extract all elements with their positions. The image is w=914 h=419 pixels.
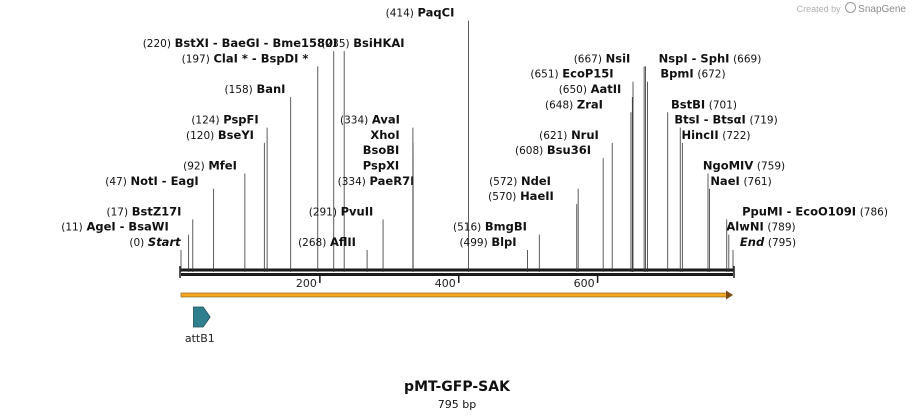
- site-label: (235) BsiHKAI: [321, 36, 404, 50]
- site-label: AlwNI (789): [726, 220, 795, 234]
- backbone-top-strand: [181, 268, 733, 272]
- site-label: (414) PaqCI: [386, 6, 455, 20]
- site-label: (516) BmgBI: [453, 220, 527, 234]
- ruler-label: 200: [296, 277, 317, 290]
- site-label: (667) NsiI: [574, 51, 631, 65]
- snapgene-credit: Created by SnapGene: [797, 2, 906, 15]
- site-label: PpuMI - EcoO109I (786): [742, 204, 888, 218]
- backbone-bottom-strand: [181, 273, 733, 276]
- site-label: (197) ClaI * - BspDI *: [182, 51, 309, 65]
- orf-bar: [180, 292, 728, 298]
- site-label: BpmI (672): [660, 67, 725, 81]
- credit-brand: SnapGene: [858, 4, 906, 15]
- site-label: End (795): [740, 235, 796, 249]
- ruler-label: 400: [435, 277, 456, 290]
- site-label: (648) ZraI: [545, 97, 603, 111]
- site-label: BstBI (701): [671, 97, 737, 111]
- site-label: (11) AgeI - BsaWI: [61, 220, 169, 234]
- site-label: (334) AvaI: [340, 113, 400, 127]
- site-label: (268) AflII: [298, 235, 356, 249]
- credit-prefix: Created by: [796, 4, 841, 14]
- snapgene-logo-icon: [845, 2, 857, 13]
- site-label: (92) MfeI: [183, 159, 237, 173]
- site-label: (158) BanI: [225, 82, 286, 96]
- site-label: (120) BseYI: [186, 128, 254, 142]
- site-label: NaeI (761): [710, 174, 771, 188]
- site-label: NspI - SphI (669): [659, 51, 762, 65]
- site-label: (291) PvuII: [309, 204, 374, 218]
- site-label: BtsI - BtsαI (719): [674, 113, 777, 127]
- site-label: HincII (722): [681, 128, 750, 142]
- site-label: NgoMIV (759): [703, 159, 785, 173]
- site-label: (0) Start: [129, 235, 181, 249]
- site-label: BsoBI: [363, 143, 400, 157]
- site-label: (220) BstXI - BaeGI - Bme1580I: [143, 36, 338, 50]
- site-label: (572) NdeI: [489, 174, 551, 188]
- site-label: (570) HaeII: [488, 189, 554, 203]
- ruler-label: 600: [574, 277, 595, 290]
- site-label: (499) BlpI: [459, 235, 516, 249]
- site-label: (334) PaeR7I: [338, 174, 415, 188]
- site-label: (17) BstZ17I: [107, 204, 182, 218]
- site-label: (124) PspFI: [191, 113, 258, 127]
- site-label: (608) Bsu36I: [515, 143, 591, 157]
- orf-arrowhead: [726, 290, 733, 300]
- feature-label: attB1: [185, 332, 215, 345]
- site-label: XhoI: [370, 128, 399, 142]
- site-label: (651) EcoP15I: [530, 67, 613, 81]
- plasmid-name: pMT-GFP-SAK: [404, 379, 510, 395]
- feature-arrow: [193, 306, 211, 328]
- site-label: (47) NotI - EagI: [105, 174, 198, 188]
- plasmid-length: 795 bp: [437, 398, 477, 411]
- site-label: (621) NruI: [539, 128, 599, 142]
- site-label: PspXI: [363, 159, 399, 173]
- site-label: (650) AatII: [559, 82, 622, 96]
